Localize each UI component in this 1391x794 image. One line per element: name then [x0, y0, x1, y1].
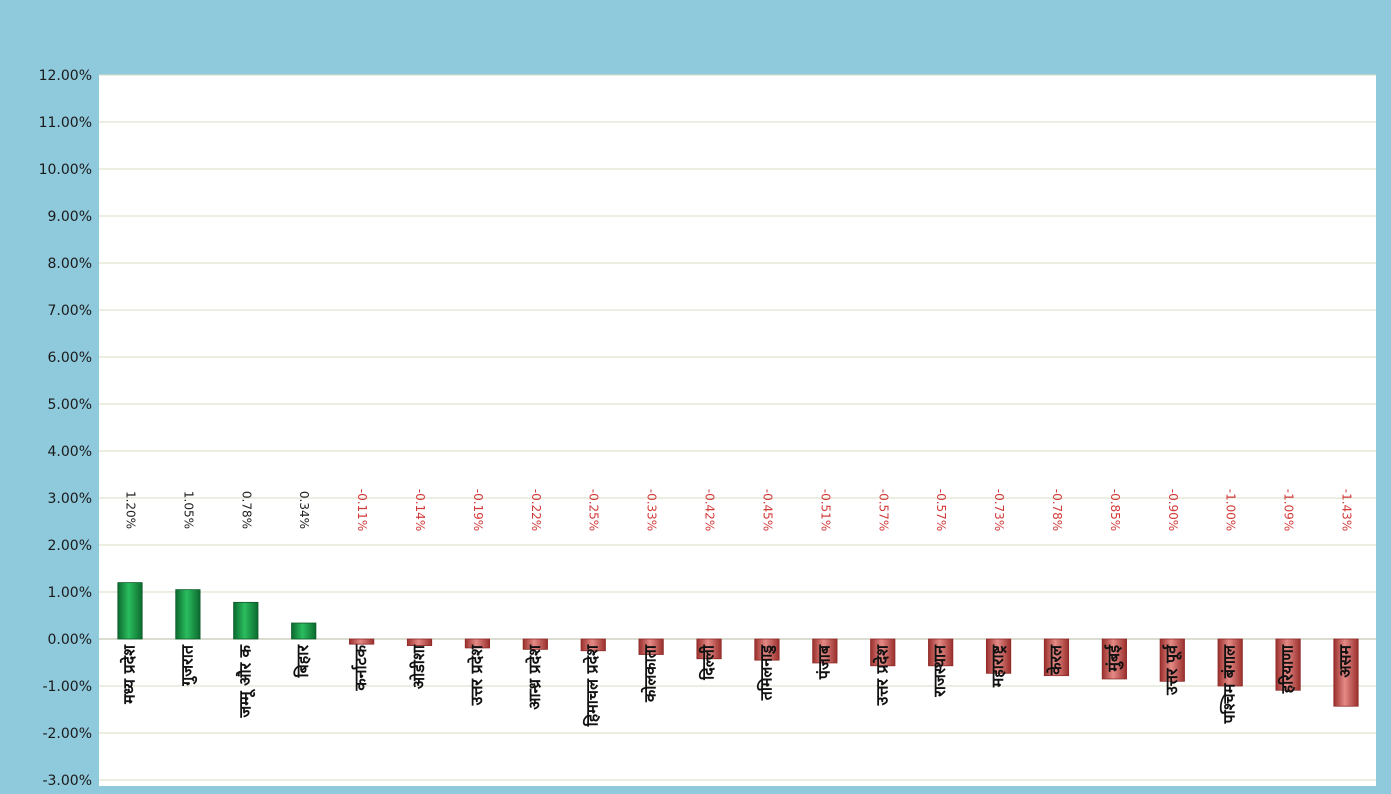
category-label-1: गुजरात — [177, 644, 197, 687]
category-label-5: ओडीशा — [409, 644, 428, 689]
y-tick-label: 11.00% — [39, 115, 92, 131]
data-label-15: -0.73% — [992, 489, 1006, 531]
y-tick-label: -3.00% — [42, 773, 92, 789]
category-label-21: असम — [1336, 644, 1355, 678]
bar-1 — [175, 589, 201, 640]
bar-2 — [233, 601, 259, 640]
category-label-17: मुंबई — [1104, 644, 1124, 673]
bar-4 — [349, 638, 375, 645]
data-label-12: -0.51% — [818, 489, 832, 531]
y-tick-label: 4.00% — [48, 444, 92, 460]
category-label-15: महाराष्ट्र — [988, 644, 1007, 688]
category-label-8: हिमाचल प्रदेश — [583, 644, 602, 728]
data-label-19: -1.00% — [1224, 489, 1238, 531]
bar-21 — [1333, 638, 1359, 707]
category-label-14: राजस्थान — [930, 644, 949, 698]
category-label-4: कर्नाटक — [351, 644, 370, 691]
data-label-0: 1.20% — [124, 491, 138, 529]
y-tick-label: 2.00% — [48, 538, 92, 554]
bar-13 — [870, 638, 896, 667]
data-label-2: 0.78% — [239, 491, 253, 529]
y-tick-label: -2.00% — [42, 726, 92, 742]
category-label-20: हरियाणा — [1278, 644, 1297, 694]
bar-15 — [985, 638, 1012, 674]
y-tick-label: 7.00% — [48, 303, 92, 319]
bar-7 — [522, 638, 548, 650]
gridlines — [99, 74, 1376, 781]
bar-20 — [1275, 638, 1301, 691]
data-labels: 1.20% 1.05% 0.78% 0.34% -0.11% -0.14% -0.19% -0… — [124, 489, 1354, 531]
y-tick-label: 5.00% — [48, 397, 92, 413]
category-label-7: आन्ध्र प्रदेश — [525, 644, 544, 710]
y-tick-label: 3.00% — [48, 491, 92, 507]
data-label-17: -0.85% — [1108, 489, 1122, 531]
bar-10 — [696, 638, 722, 660]
data-label-1: 1.05% — [181, 491, 195, 529]
data-label-10: -0.42% — [703, 489, 717, 531]
bar-6 — [464, 638, 491, 649]
category-label-10: दिल्ली — [699, 644, 718, 681]
bar-5 — [406, 638, 433, 646]
bar-3 — [291, 622, 317, 640]
data-label-16: -0.78% — [1050, 489, 1064, 531]
bar-19 — [1217, 638, 1243, 687]
y-tick-label: 8.00% — [48, 256, 92, 272]
bar-11 — [754, 638, 780, 661]
bar-12 — [812, 638, 838, 664]
y-tick-label: 10.00% — [39, 162, 92, 178]
data-label-13: -0.57% — [876, 489, 890, 531]
category-label-0: मध्य प्रदेश — [120, 644, 139, 705]
bar-16 — [1043, 638, 1070, 677]
category-label-2: जम्मू और क — [235, 644, 255, 718]
data-label-14: -0.57% — [934, 489, 948, 531]
data-label-3: 0.34% — [297, 491, 311, 529]
data-label-5: -0.14% — [413, 489, 427, 531]
bar-18 — [1159, 638, 1185, 682]
data-label-11: -0.45% — [760, 489, 774, 531]
bar-14 — [928, 638, 954, 667]
bar-0 — [117, 582, 143, 640]
y-tick-label: 12.00% — [39, 68, 92, 84]
data-label-4: -0.11% — [355, 489, 369, 531]
data-label-8: -0.25% — [587, 489, 601, 531]
y-axis-ticks: -3.00% -2.00% -1.00% 0.00% 1.00% 2.00% 3.00% 4.… — [39, 68, 92, 789]
y-tick-label: -1.00% — [42, 679, 92, 695]
category-label-18: उत्तर पूर्व — [1162, 644, 1182, 696]
category-label-6: उत्तर प्रदेश — [467, 644, 486, 707]
y-tick-label: 9.00% — [48, 209, 92, 225]
data-label-7: -0.22% — [529, 489, 543, 531]
category-label-19: पश्चिम बंगाल — [1220, 644, 1239, 725]
category-labels: मध्य प्रदेश गुजरात जम्मू और क बिहार कर्नाटक ओ… — [120, 644, 1355, 728]
category-label-11: तमिलनाडु — [756, 644, 776, 702]
category-label-16: केरल — [1046, 644, 1065, 676]
y-tick-label: 1.00% — [48, 585, 92, 601]
bar-17 — [1101, 638, 1127, 680]
category-label-13: उत्तर प्रदेश — [872, 644, 891, 707]
data-label-21: -1.43% — [1340, 489, 1354, 531]
category-label-3: बिहार — [293, 644, 312, 679]
y-tick-label: 0.00% — [48, 632, 92, 648]
data-label-9: -0.33% — [645, 489, 659, 531]
category-label-12: पंजाब — [814, 644, 833, 680]
bar-8 — [580, 638, 606, 652]
category-label-9: कोलकाता — [641, 644, 660, 703]
y-tick-label: 6.00% — [48, 350, 92, 366]
data-label-6: -0.19% — [471, 489, 485, 531]
data-label-18: -0.90% — [1166, 489, 1180, 531]
data-label-20: -1.09% — [1282, 489, 1296, 531]
bars — [117, 582, 1359, 707]
bar-9 — [638, 638, 664, 655]
